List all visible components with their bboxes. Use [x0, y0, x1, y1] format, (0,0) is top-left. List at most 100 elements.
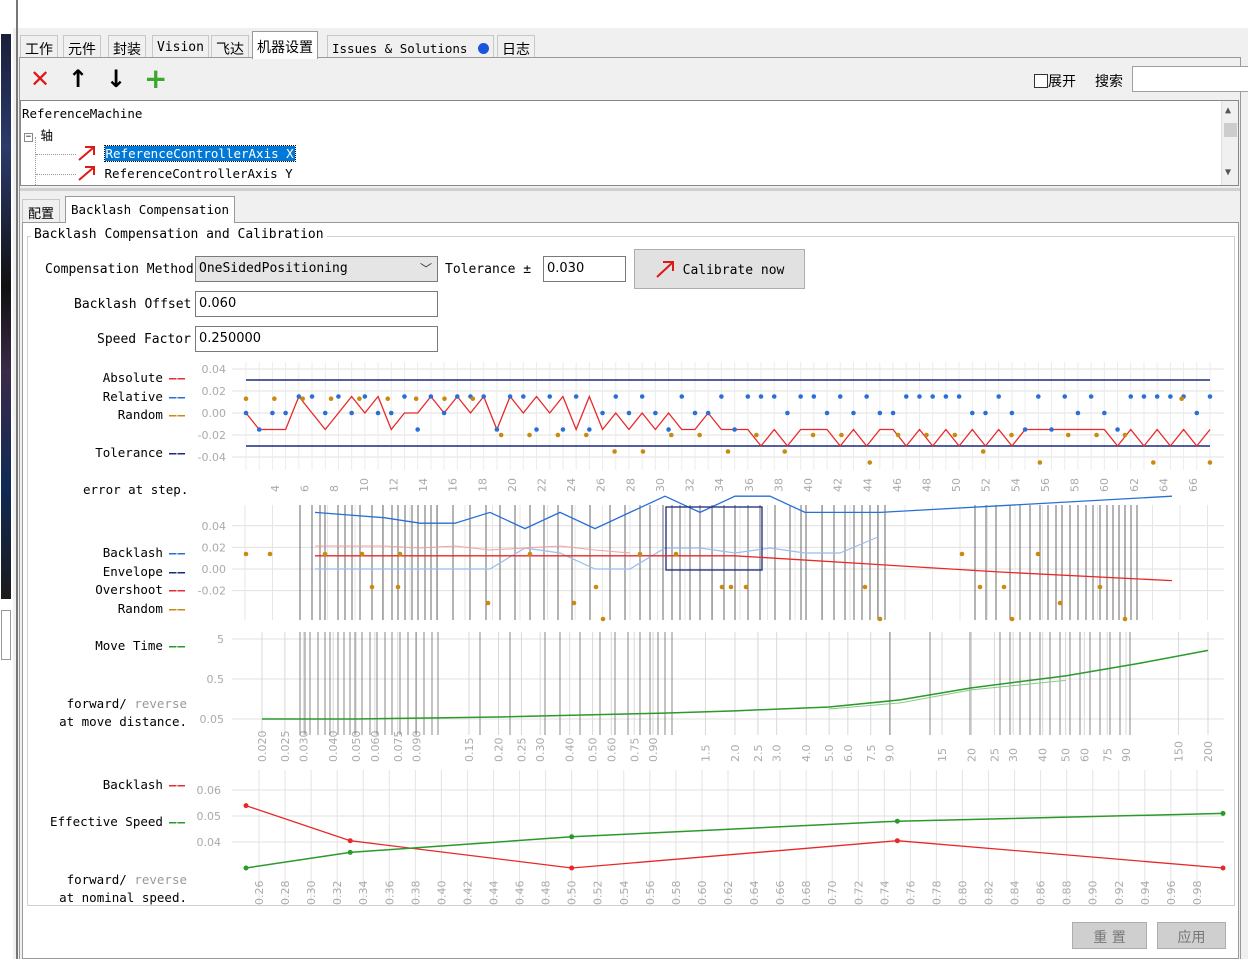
relative-point — [626, 410, 632, 416]
x-tick-label: 66 — [1187, 478, 1200, 492]
tree-item-axis-y[interactable]: ReferenceControllerAxis Y — [77, 165, 293, 181]
tab-issues-solutions[interactable]: Issues & Solutions — [327, 35, 494, 58]
x-tick-label: 36 — [743, 478, 756, 492]
pane-splitter[interactable] — [20, 188, 1240, 191]
relative-point — [1049, 427, 1054, 432]
tab-log[interactable]: 日志 — [497, 35, 535, 58]
random-point — [1009, 432, 1014, 438]
random-point — [385, 396, 391, 402]
x-tick-label: 0.50 — [587, 738, 600, 763]
tab-config[interactable]: 配置 — [22, 199, 61, 222]
relative-point — [705, 410, 711, 416]
splitter-handle[interactable] — [16, 0, 18, 959]
tab-vision[interactable]: Vision — [152, 35, 209, 58]
expand-checkbox[interactable]: 展开 — [1034, 71, 1076, 91]
random-point — [959, 551, 965, 557]
search-input[interactable] — [1132, 66, 1248, 92]
x-tick-label: 60 — [1098, 478, 1111, 492]
x-tick-label: 0.030 — [298, 731, 311, 763]
relative-point — [930, 394, 935, 399]
move-up-icon[interactable]: ↑ — [68, 65, 89, 93]
x-tick-label: 48 — [920, 478, 933, 492]
relative-point — [521, 394, 526, 399]
tree-scrollbar[interactable]: ▲ ▼ — [1221, 101, 1238, 185]
issues-dot-icon — [478, 43, 489, 54]
random-point — [359, 551, 365, 557]
random-point — [1065, 432, 1071, 438]
x-tick-label: 75 — [1101, 748, 1114, 762]
add-icon[interactable]: + — [144, 62, 168, 95]
tree-group-axes[interactable]: − 轴 — [24, 128, 54, 143]
random-point — [673, 551, 679, 557]
compensation-method-select[interactable]: OneSidedPositioning ﹀ — [195, 256, 438, 282]
scroll-thumb[interactable] — [1224, 123, 1237, 137]
scroll-down-icon[interactable]: ▼ — [1225, 167, 1232, 178]
relative-point — [481, 394, 486, 399]
apply-button[interactable]: 应用 — [1157, 922, 1226, 949]
relative-point — [402, 394, 407, 399]
random-point — [612, 449, 617, 454]
relative-point — [270, 410, 275, 416]
tolerance-field[interactable]: 0.030 — [543, 256, 626, 282]
x-tick-label: 0.94 — [1139, 881, 1152, 906]
tree-root[interactable]: ReferenceMachine — [22, 106, 143, 121]
tab-machine-setup[interactable]: 机器设置 — [252, 31, 318, 59]
tab-backlash-compensation[interactable]: Backlash Compensation — [65, 196, 236, 223]
scroll-up-icon[interactable]: ▲ — [1225, 105, 1232, 116]
x-tick-label: 40 — [802, 478, 815, 492]
backlash-point — [569, 865, 575, 871]
machine-tree[interactable]: ReferenceMachine − 轴 ReferenceController… — [20, 100, 1239, 186]
x-tick-label: 0.060 — [369, 731, 382, 763]
tree-guide-line — [36, 154, 76, 155]
relative-point — [798, 394, 803, 399]
y-tick-label: 0.04 — [202, 520, 227, 533]
axis-icon — [655, 261, 674, 278]
x-tick-label: 4.0 — [800, 745, 813, 763]
random-point — [1009, 616, 1015, 622]
random-point — [571, 600, 577, 606]
random-point — [754, 432, 759, 438]
random-point — [1037, 460, 1043, 465]
chart1-caption: error at step. — [83, 482, 189, 497]
x-tick-label: 2.5 — [752, 745, 765, 763]
move-down-icon[interactable]: ↓ — [106, 65, 127, 93]
backlash-offset-field[interactable]: 0.060 — [195, 291, 438, 317]
tree-item-axis-x[interactable]: ReferenceControllerAxis X — [77, 145, 296, 162]
relative-point — [983, 410, 988, 416]
random-point — [369, 584, 375, 590]
relative-point — [415, 427, 420, 432]
left-panel-control[interactable] — [1, 610, 11, 660]
random-point — [442, 396, 447, 402]
speed-factor-field[interactable]: 0.250000 — [195, 326, 438, 352]
axis-icon — [78, 166, 95, 181]
tab-packages[interactable]: 封装 — [108, 35, 146, 58]
x-tick-label: 54 — [1009, 478, 1022, 492]
relative-point — [653, 410, 658, 416]
tolerance-label: Tolerance ± — [445, 262, 532, 277]
x-tick-label: 16 — [447, 478, 460, 492]
random-point — [980, 449, 986, 454]
tab-parts[interactable]: 元件 — [63, 35, 101, 58]
x-tick-label: 6 — [299, 485, 312, 492]
random-point — [1001, 584, 1007, 590]
x-tick-label: 0.30 — [534, 738, 547, 763]
relative-point — [375, 410, 381, 416]
x-tick-label: 32 — [684, 478, 697, 492]
relative-point — [1102, 410, 1107, 416]
reset-button[interactable]: 重 置 — [1072, 922, 1147, 949]
checkbox-icon — [1034, 74, 1048, 88]
delete-icon[interactable]: ✕ — [30, 65, 51, 93]
calibrate-now-button[interactable]: Calibrate now — [634, 249, 805, 289]
x-tick-label: 0.75 — [628, 738, 641, 763]
x-tick-label: 42 — [832, 478, 845, 492]
tab-work[interactable]: 工作 — [20, 35, 58, 58]
tab-feeders[interactable]: 飞达 — [211, 35, 249, 58]
random-point — [1057, 600, 1063, 606]
x-tick-label: 18 — [476, 478, 489, 492]
relative-point — [1022, 427, 1028, 432]
relative-point — [309, 394, 315, 399]
random-point — [1035, 551, 1041, 557]
relative-point — [322, 410, 328, 416]
x-tick-label: 0.90 — [647, 738, 660, 763]
collapse-icon[interactable]: − — [24, 132, 33, 142]
